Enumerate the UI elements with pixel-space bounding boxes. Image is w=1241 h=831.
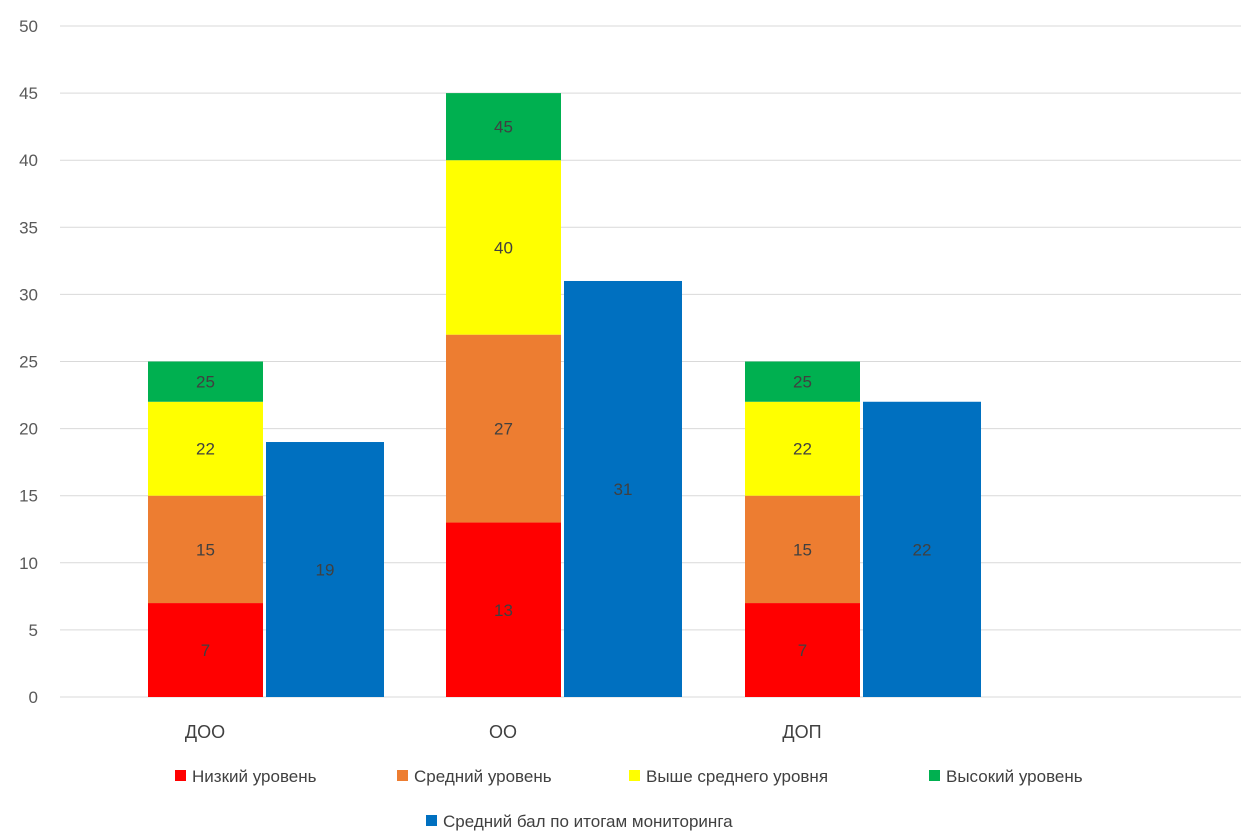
data-label: 40 [494,238,513,257]
legend-label: Выше среднего уровня [646,767,828,786]
bar-segment [745,401,860,496]
y-tick-label: 50 [19,17,38,36]
y-tick-label: 25 [19,353,38,372]
data-label: 22 [196,440,215,459]
data-label: 22 [913,540,932,559]
data-label: 25 [793,373,812,392]
data-label: 19 [316,561,335,580]
data-label: 22 [793,440,812,459]
data-label: 13 [494,601,513,620]
bar-segment [148,495,263,604]
bar [266,442,384,697]
data-label: 25 [196,373,215,392]
bar-segment [148,603,263,697]
legend-label: Высокий уровень [946,767,1083,786]
bar-segment [148,401,263,496]
data-labels: 7 15 22 25 19 13 27 40 45 31 7 15 22 25 22 [196,118,931,660]
data-label: 15 [196,540,215,559]
legend-label: Средний уровень [414,767,552,786]
bar-segment [446,93,561,161]
bars [148,93,981,697]
y-tick-label: 15 [19,487,38,506]
bar-segment [446,522,561,697]
bar-segment [745,603,860,697]
bar-segment [745,361,860,402]
y-tick-label: 5 [29,621,38,640]
bar-segment [446,334,561,523]
y-tick-label: 40 [19,151,38,170]
bar-segment [745,495,860,604]
legend-swatch [629,770,640,781]
y-tick-label: 45 [19,84,38,103]
legend-label: Средний бал по итогам мониторинга [443,812,733,831]
y-tick-label: 10 [19,554,38,573]
y-axis: 0 5 10 15 20 25 30 35 40 45 50 [19,17,38,707]
data-label: 7 [201,641,210,660]
data-label: 31 [614,480,633,499]
y-tick-label: 0 [29,688,38,707]
bar [564,280,682,697]
x-tick-label: ДОП [782,722,821,742]
bar-segment [148,361,263,402]
x-axis: ДОО ОО ДОП [185,722,822,742]
legend: Низкий уровень Средний уровень Выше средне… [175,767,1083,831]
legend-label: Низкий уровень [192,767,317,786]
legend-swatch [426,815,437,826]
data-label: 7 [798,641,807,660]
y-tick-label: 30 [19,285,38,304]
y-tick-label: 20 [19,420,38,439]
legend-swatch [929,770,940,781]
data-label: 15 [793,540,812,559]
legend-swatch [175,770,186,781]
x-tick-label: ДОО [185,722,225,742]
data-label: 27 [494,420,513,439]
y-tick-label: 35 [19,218,38,237]
data-label: 45 [494,118,513,137]
bar-segment [446,160,561,335]
x-tick-label: ОО [489,722,517,742]
bar [863,401,981,697]
legend-swatch [397,770,408,781]
